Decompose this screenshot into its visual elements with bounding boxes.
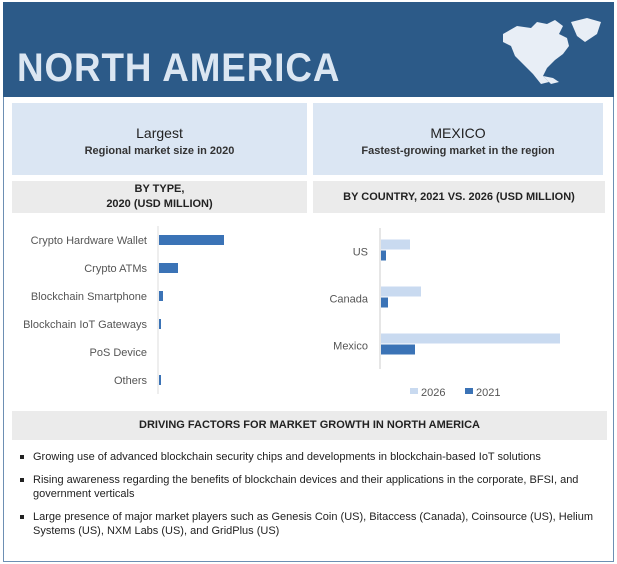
category-label: US [353, 247, 368, 259]
driving-factors-list: Growing use of advanced blockchain secur… [20, 450, 605, 547]
bar-2 [159, 291, 163, 301]
header-banner: NORTH AMERICA [3, 2, 614, 97]
country-bar-chart: US Canada Mexico 2026 2021 [329, 228, 560, 399]
category-label: PoS Device [90, 347, 147, 359]
north-america-map-icon [503, 18, 601, 84]
title-line: 2020 (USD MILLION) [106, 198, 213, 210]
list-item: Large presence of major market players s… [20, 510, 605, 538]
bar-2026-0 [381, 239, 410, 250]
title-line: BY TYPE, [134, 183, 185, 195]
fastest-growing-highlight: MEXICO Fastest-growing market in the reg… [313, 103, 603, 175]
driving-factors-title: DRIVING FACTORS FOR MARKET GROWTH IN NOR… [12, 411, 607, 440]
category-label: Crypto ATMs [84, 263, 147, 275]
bar-2021-1 [381, 297, 388, 308]
bar-0 [159, 235, 224, 245]
legend-label: 2021 [476, 387, 500, 399]
bar-2026-2 [381, 333, 560, 344]
category-label: Others [114, 375, 148, 387]
highlight-title: Largest [136, 125, 183, 141]
bar-5 [159, 375, 161, 385]
legend-swatch-2021 [465, 388, 473, 394]
highlight-subtitle: Fastest-growing market in the region [361, 145, 555, 157]
legend-label: 2026 [421, 387, 445, 399]
category-label: Blockchain IoT Gateways [23, 319, 147, 331]
highlight-title: MEXICO [430, 125, 486, 141]
legend-swatch-2026 [410, 388, 418, 394]
category-label: Blockchain Smartphone [31, 291, 147, 303]
bar-2026-1 [381, 286, 421, 297]
region-title: NORTH AMERICA [17, 46, 341, 90]
bar-2021-0 [381, 250, 386, 261]
category-label: Crypto Hardware Wallet [31, 235, 147, 247]
bar-3 [159, 319, 161, 329]
category-label: Mexico [333, 341, 368, 353]
category-label: Canada [329, 294, 368, 306]
type-bar-chart: Crypto Hardware Wallet Crypto ATMs Blockch… [23, 226, 224, 394]
largest-highlight: Largest Regional market size in 2020 [12, 103, 307, 175]
type-chart-title: BY TYPE, 2020 (USD MILLION) [12, 181, 307, 213]
list-item: Growing use of advanced blockchain secur… [20, 450, 605, 464]
highlight-subtitle: Regional market size in 2020 [84, 145, 235, 157]
bar-2021-2 [381, 344, 415, 355]
bar-1 [159, 263, 178, 273]
list-item: Rising awareness regarding the benefits … [20, 473, 605, 501]
country-chart-title: BY COUNTRY, 2021 VS. 2026 (USD MILLION) [313, 181, 605, 213]
